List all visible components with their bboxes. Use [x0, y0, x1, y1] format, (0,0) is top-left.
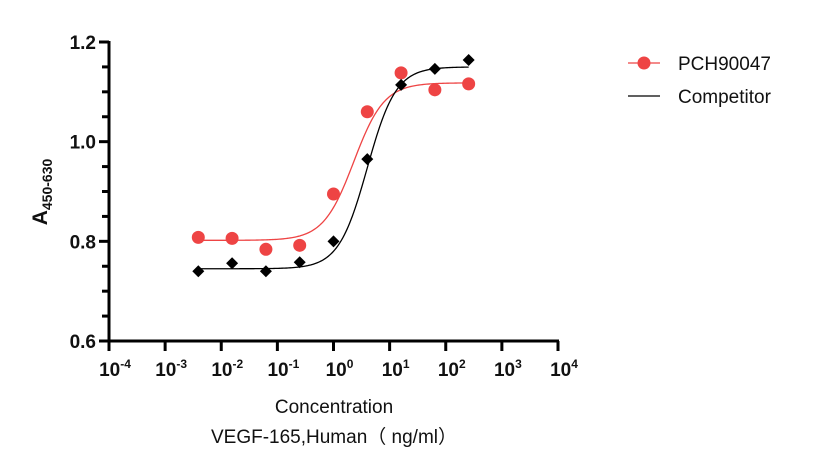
x-tick-exponent: -3: [176, 357, 187, 371]
data-point-competitor: [293, 256, 306, 269]
x-tick-label: 100: [326, 357, 354, 381]
x-tick-label: 10-4: [99, 357, 131, 381]
data-point-competitor: [259, 265, 272, 278]
data-point-competitor: [361, 153, 374, 166]
x-tick-label: 103: [494, 357, 522, 381]
data-point-competitor: [428, 62, 441, 75]
legend-marker-pch90047: [637, 56, 651, 70]
x-tick-label: 102: [438, 357, 466, 381]
y-tick-label: 0.6: [70, 332, 96, 353]
fit-curves: [198, 66, 469, 270]
data-point-competitor: [327, 235, 340, 248]
y-tick-label: 1.2: [70, 33, 96, 54]
y-axis-title-subscript: 450-630: [39, 159, 55, 211]
legend-label-competitor: Competitor: [678, 87, 772, 108]
data-point-pch90047: [394, 66, 408, 80]
y-axis-title-main: A: [29, 210, 52, 225]
x-tick-base: 10: [494, 360, 515, 381]
x-tick-exponent: -1: [289, 357, 300, 371]
data-point-competitor: [226, 257, 239, 270]
axes: 0.60.81.01.210-4 10-3 10-2 10-1 100 101 102 103…: [70, 33, 579, 381]
data-point-competitor: [192, 265, 205, 278]
data-point-competitor: [462, 53, 475, 66]
legend-label-pch90047: PCH90047: [678, 54, 771, 75]
data-point-pch90047: [428, 83, 442, 97]
data-point-competitor: [395, 78, 408, 91]
x-tick-label: 104: [550, 357, 578, 381]
x-tick-label: 10-1: [267, 357, 299, 381]
x-tick-label: 101: [382, 357, 410, 381]
y-tick-label: 0.8: [70, 232, 96, 253]
fit-curve-pch90047: [198, 82, 469, 241]
x-tick-exponent: -2: [232, 357, 243, 371]
data-point-pch90047: [293, 238, 307, 252]
x-tick-label: 10-2: [211, 357, 243, 381]
data-point-pch90047: [259, 242, 273, 256]
x-tick-base: 10: [438, 360, 459, 381]
x-tick-base: 10: [382, 360, 403, 381]
x-axis-subtitle: VEGF-165,Human（ ng/ml）: [211, 426, 457, 448]
data-point-pch90047: [327, 187, 340, 201]
x-tick-label: 10-3: [155, 357, 187, 381]
x-tick-exponent: -4: [120, 357, 131, 371]
x-tick-base: 10: [550, 360, 571, 381]
x-axis-title: Concentration: [275, 397, 393, 418]
x-tick-base: 10: [326, 360, 347, 381]
data-point-pch90047: [360, 105, 374, 119]
x-tick-base: 10: [155, 360, 176, 381]
data-point-pch90047: [191, 230, 205, 244]
data-point-pch90047: [225, 231, 239, 245]
svg-text:A450-630: A450-630: [29, 159, 55, 226]
x-tick-base: 10: [267, 360, 288, 381]
x-tick-exponent: 2: [459, 357, 466, 371]
y-tick-label: 1.0: [70, 133, 96, 154]
x-tick-exponent: 0: [347, 357, 354, 371]
legend: PCH90047 Competitor: [628, 54, 772, 108]
data-point-pch90047: [462, 77, 476, 91]
x-tick-exponent: 1: [403, 357, 410, 371]
x-tick-base: 10: [211, 360, 232, 381]
x-tick-exponent: 4: [571, 357, 578, 371]
fit-curve-competitor: [198, 66, 469, 270]
x-tick-base: 10: [99, 360, 120, 381]
y-axis-title: A450-630: [29, 159, 55, 226]
x-tick-exponent: 3: [515, 357, 522, 371]
data-points: [191, 53, 476, 278]
